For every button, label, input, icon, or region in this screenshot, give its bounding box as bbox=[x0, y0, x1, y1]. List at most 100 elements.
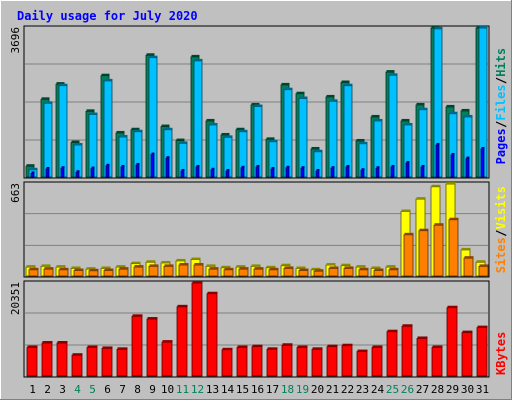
bar-top-shadow bbox=[206, 264, 216, 267]
bar-top-shadow bbox=[284, 266, 294, 269]
bar-top-shadow bbox=[269, 139, 278, 142]
bar-body bbox=[223, 269, 234, 277]
bar-sites-day-25 bbox=[388, 267, 399, 277]
bar-sites-day-27 bbox=[418, 228, 429, 277]
bar-body bbox=[208, 268, 219, 277]
bar-body bbox=[75, 171, 80, 178]
bar-body bbox=[268, 269, 279, 277]
bar-top-shadow bbox=[446, 104, 455, 107]
bar-top-shadow bbox=[389, 73, 398, 76]
bar-top-shadow bbox=[191, 257, 201, 260]
bar-pages-day-16 bbox=[255, 164, 260, 178]
bar-top-shadow bbox=[479, 26, 488, 28]
bar-top-shadow bbox=[386, 265, 396, 268]
day-label-31: 31 bbox=[476, 383, 489, 396]
bar-top-shadow bbox=[91, 166, 95, 169]
bar-kbytes-day-26 bbox=[401, 324, 413, 377]
bar-body bbox=[283, 268, 294, 277]
bar-pages-day-13 bbox=[210, 167, 215, 178]
bar-body bbox=[131, 315, 143, 377]
bar-top-shadow bbox=[341, 263, 351, 266]
x-axis-day-labels: 1 2 3 4 5 6 7 8 9 10 11 12 13 14 15 16 17 18 19 20 21 22 23 24 2… bbox=[29, 383, 489, 396]
bar-top-shadow bbox=[86, 109, 95, 112]
day-label-11: 11 bbox=[176, 383, 189, 396]
bar-files-day-6 bbox=[103, 78, 113, 178]
bar-top-shadow bbox=[59, 267, 69, 270]
bar-top-shadow bbox=[481, 146, 485, 149]
bar-top-shadow bbox=[254, 104, 263, 107]
bar-top-shadow bbox=[357, 349, 368, 352]
bar-kbytes-day-12 bbox=[191, 281, 203, 377]
bar-top-shadow bbox=[464, 114, 473, 117]
day-label-17: 17 bbox=[266, 383, 279, 396]
bar-top-shadow bbox=[251, 264, 261, 267]
bar-sites-day-15 bbox=[238, 267, 249, 277]
bar-body bbox=[298, 270, 309, 277]
bar-top-shadow bbox=[296, 91, 305, 94]
bar-body bbox=[148, 265, 159, 277]
legend-sep: / bbox=[494, 230, 508, 237]
bar-top-shadow bbox=[151, 152, 155, 155]
bar-top-shadow bbox=[226, 168, 230, 171]
bar-body bbox=[88, 270, 99, 277]
bar-top-shadow bbox=[74, 268, 84, 271]
bar-sites-day-26 bbox=[403, 232, 414, 277]
bar-body bbox=[373, 270, 384, 277]
bar-pages-day-22 bbox=[345, 164, 350, 178]
bar-top-shadow bbox=[222, 347, 233, 350]
panel-visits-sites: 663 Sites/Visits bbox=[9, 181, 508, 278]
bar-top-shadow bbox=[146, 53, 155, 56]
bar-top-shadow bbox=[346, 164, 350, 167]
bar-pages-day-21 bbox=[330, 166, 335, 178]
ymax-label: 3696 bbox=[9, 27, 22, 54]
bar-sites-day-3 bbox=[58, 267, 69, 277]
bar-files-day-3 bbox=[58, 83, 68, 178]
bar-top-shadow bbox=[147, 317, 158, 320]
bar-kbytes-day-18 bbox=[281, 343, 293, 377]
bar-top-shadow bbox=[431, 184, 441, 187]
bar-top-shadow bbox=[161, 260, 171, 263]
bar-top-shadow bbox=[299, 96, 308, 99]
bar-top-shadow bbox=[56, 82, 65, 85]
bar-top-shadow bbox=[136, 162, 140, 165]
bar-top-shadow bbox=[221, 265, 231, 268]
bar-top-shadow bbox=[252, 344, 263, 347]
bar-pages-day-31 bbox=[480, 146, 485, 178]
legend-visits-sites: Sites/Visits bbox=[494, 186, 508, 273]
bar-top-shadow bbox=[116, 130, 125, 133]
bar-top-shadow bbox=[224, 267, 234, 270]
bar-top-shadow bbox=[297, 345, 308, 348]
bar-body bbox=[236, 347, 248, 377]
bar-top-shadow bbox=[236, 265, 246, 268]
bar-top-shadow bbox=[419, 107, 428, 110]
day-label-6: 6 bbox=[104, 383, 111, 396]
bar-sites-day-6 bbox=[103, 268, 114, 277]
bar-body bbox=[58, 85, 68, 178]
day-label-23: 23 bbox=[356, 383, 369, 396]
bar-body bbox=[193, 60, 203, 178]
bar-top-shadow bbox=[119, 134, 128, 137]
bar-top-shadow bbox=[314, 149, 323, 152]
bar-top-shadow bbox=[194, 263, 204, 266]
bar-top-shadow bbox=[419, 228, 429, 231]
day-label-29: 29 bbox=[446, 383, 459, 396]
bar-body bbox=[253, 268, 264, 277]
legend-files: Files bbox=[494, 84, 508, 120]
bar-top-shadow bbox=[102, 346, 113, 349]
bar-body bbox=[255, 166, 260, 178]
bar-body bbox=[60, 167, 65, 178]
bar-pages-day-19 bbox=[300, 166, 305, 178]
bar-body bbox=[270, 168, 275, 178]
bar-top-shadow bbox=[386, 70, 395, 73]
bar-pages-day-5 bbox=[90, 166, 95, 178]
bar-body bbox=[163, 265, 174, 277]
bar-top-shadow bbox=[191, 54, 200, 57]
bar-body bbox=[30, 172, 35, 178]
bar-body bbox=[403, 234, 414, 277]
bar-body bbox=[118, 268, 129, 277]
legend-sites: Sites bbox=[494, 237, 508, 273]
bar-top-shadow bbox=[149, 55, 158, 58]
bar-body bbox=[150, 154, 155, 178]
